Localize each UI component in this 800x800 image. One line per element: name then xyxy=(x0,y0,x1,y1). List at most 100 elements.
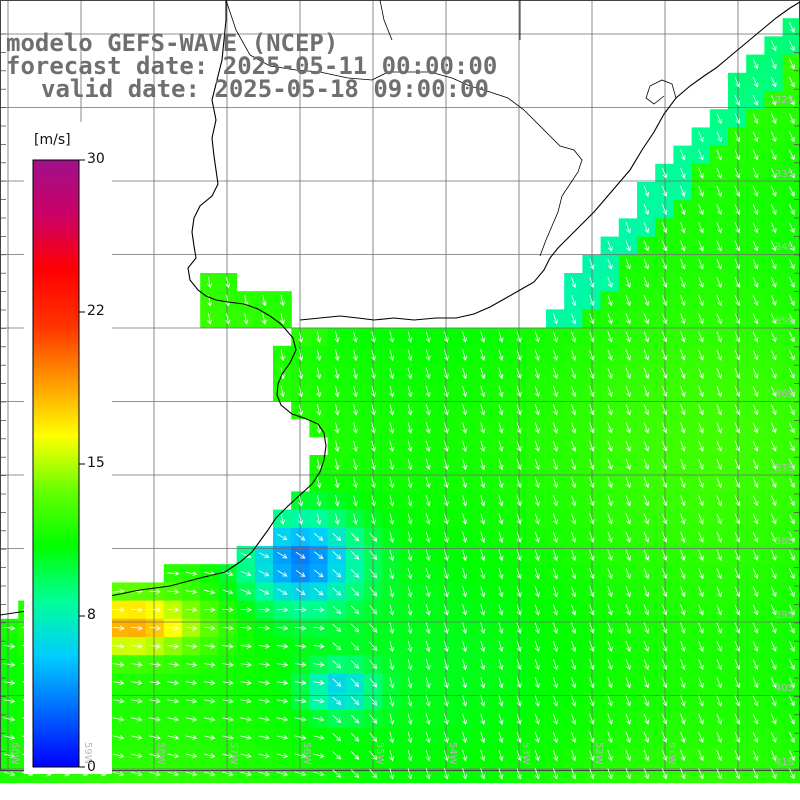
wind-arrow xyxy=(680,167,686,179)
wind-arrow xyxy=(752,477,759,489)
wind-arrow xyxy=(534,385,540,398)
wind-arrow xyxy=(752,713,759,725)
wind-arrow xyxy=(498,476,504,489)
wind-arrow xyxy=(589,549,595,562)
wind-arrow xyxy=(258,698,271,704)
wind-arrow xyxy=(443,404,449,416)
wind-arrow xyxy=(716,695,722,707)
wind-arrow xyxy=(553,404,558,416)
wind-arrow xyxy=(716,531,722,543)
wind-arrow xyxy=(734,131,741,143)
wind-arrow xyxy=(661,531,668,543)
wind-arrow xyxy=(752,458,759,470)
wind-arrow xyxy=(680,640,686,652)
wind-arrow xyxy=(553,385,558,398)
wind-arrow xyxy=(698,531,704,543)
wind-arrow xyxy=(222,735,234,740)
wind-arrow xyxy=(643,713,650,725)
wind-arrow xyxy=(425,731,431,744)
wind-speed-cell xyxy=(782,655,800,674)
wind-arrow xyxy=(661,458,668,470)
wind-arrow xyxy=(407,768,413,780)
wind-arrow xyxy=(553,440,558,452)
wind-arrow xyxy=(369,586,378,597)
wind-arrow xyxy=(734,185,741,197)
longitude-label: 57W xyxy=(228,742,239,765)
wind-arrow xyxy=(369,732,378,743)
wind-arrow xyxy=(407,658,413,671)
wind-arrow xyxy=(571,531,577,543)
wind-arrow xyxy=(789,677,795,689)
wind-arrow xyxy=(425,586,431,598)
wind-arrow xyxy=(167,771,179,777)
wind-arrow xyxy=(425,640,431,653)
wind-arrow xyxy=(734,640,741,652)
wind-arrow xyxy=(571,768,577,780)
title-forecast-date: forecast date: 2025-05-11 00:00:00 xyxy=(6,52,498,80)
wind-arrow xyxy=(770,313,777,325)
wind-arrow xyxy=(350,678,360,688)
wind-arrow xyxy=(607,622,613,634)
wind-arrow xyxy=(680,458,686,470)
wind-arrow xyxy=(443,658,449,671)
wind-arrow xyxy=(498,495,504,507)
wind-arrow xyxy=(752,531,759,543)
wind-arrow xyxy=(312,643,325,649)
wind-arrow xyxy=(789,586,795,598)
wind-arrow xyxy=(752,422,759,434)
wind-arrow xyxy=(680,495,686,507)
wind-arrow xyxy=(553,677,558,689)
wind-arrow xyxy=(316,476,322,489)
wind-arrow xyxy=(789,222,795,234)
wind-arrow xyxy=(607,349,613,361)
wind-arrow xyxy=(607,422,613,434)
wind-arrow xyxy=(625,422,631,434)
wind-arrow xyxy=(716,604,722,616)
wind-arrow xyxy=(407,385,413,398)
wind-speed-cell xyxy=(782,382,800,401)
wind-arrow xyxy=(498,658,504,671)
wind-arrow xyxy=(332,532,342,542)
wind-arrow xyxy=(389,367,395,380)
wind-arrow xyxy=(389,331,395,343)
wind-arrow xyxy=(571,495,577,507)
wind-arrow xyxy=(643,386,650,398)
wind-arrow xyxy=(313,551,324,560)
wind-arrow xyxy=(716,713,722,725)
wind-arrow xyxy=(698,677,704,689)
wind-arrow xyxy=(312,625,325,631)
wind-arrow xyxy=(369,659,378,670)
wind-arrow xyxy=(789,768,795,780)
wind-arrow xyxy=(770,386,777,398)
wind-arrow xyxy=(661,731,668,743)
wind-arrow xyxy=(443,495,449,507)
wind-arrow xyxy=(752,495,759,507)
wind-arrow xyxy=(294,643,307,649)
wind-arrow xyxy=(112,588,125,594)
wind-arrow xyxy=(625,549,631,562)
wind-arrow xyxy=(571,404,577,416)
wind-arrow xyxy=(425,567,431,580)
wind-arrow xyxy=(334,476,340,489)
wind-arrow xyxy=(770,40,777,52)
wind-arrow xyxy=(625,367,631,380)
wind-speed-cell xyxy=(782,564,800,583)
wind-arrow xyxy=(607,749,613,762)
wind-arrow xyxy=(407,731,413,744)
wind-arrow xyxy=(185,735,198,740)
wind-arrow xyxy=(203,589,216,595)
wind-arrow xyxy=(407,713,413,725)
wind-arrow xyxy=(716,313,722,325)
wind-arrow xyxy=(770,422,777,434)
wind-arrow xyxy=(352,458,358,471)
wind-arrow xyxy=(680,331,686,343)
wind-arrow xyxy=(462,768,467,780)
wind-arrow xyxy=(589,677,595,689)
wind-arrow xyxy=(643,586,650,598)
wind-arrow xyxy=(680,313,686,325)
wind-arrow xyxy=(258,753,271,759)
wind-arrow xyxy=(534,422,540,434)
wind-arrow xyxy=(680,604,686,616)
wind-arrow xyxy=(716,276,722,288)
wind-arrow xyxy=(203,643,216,649)
